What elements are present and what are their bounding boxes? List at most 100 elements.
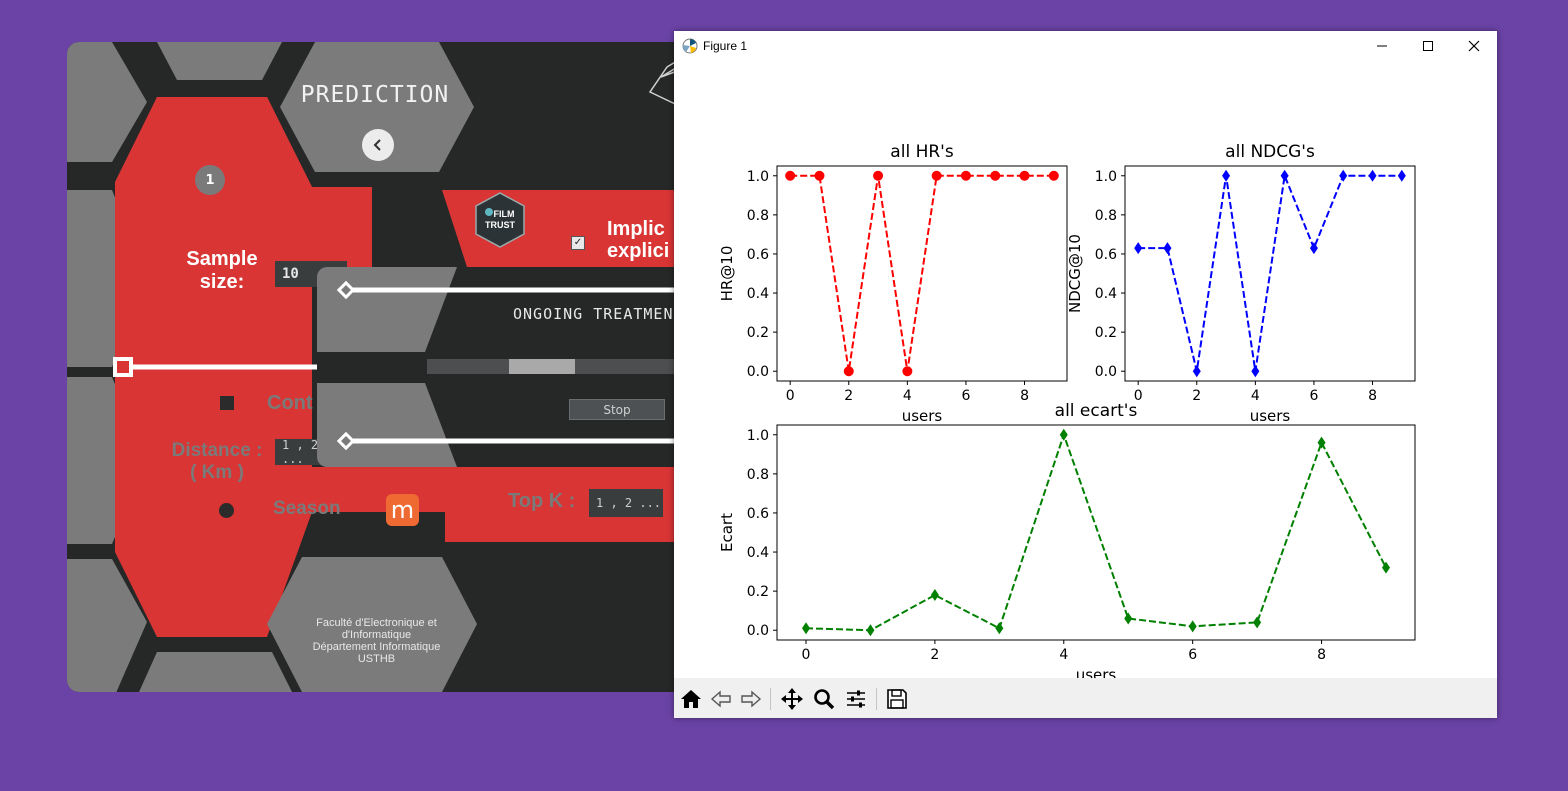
close-button[interactable] bbox=[1451, 31, 1497, 61]
filmtrust-logo: FILM TRUST bbox=[474, 192, 526, 248]
pan-button[interactable] bbox=[777, 685, 807, 713]
data-point bbox=[1048, 170, 1059, 181]
svg-text:TRUST: TRUST bbox=[485, 220, 515, 230]
y-axis-label: NDCG@10 bbox=[1066, 234, 1084, 313]
zoom-icon bbox=[814, 689, 835, 710]
data-point bbox=[814, 170, 825, 181]
season-label: Season bbox=[273, 498, 341, 519]
topk-label: Top K : bbox=[508, 490, 576, 512]
ongoing-treatment-dialog: ONGOING TREATMEN Stop bbox=[317, 267, 707, 467]
data-point bbox=[785, 170, 796, 181]
y-tick-label: 0.4 bbox=[747, 545, 769, 561]
axes-frame bbox=[776, 424, 1416, 641]
chart-title: all NDCG's bbox=[1225, 142, 1315, 162]
forward-tool-button[interactable] bbox=[736, 685, 766, 713]
x-axis-label: users bbox=[1076, 666, 1117, 678]
title-bar[interactable]: Figure 1 bbox=[674, 31, 1497, 61]
data-point bbox=[1192, 365, 1201, 378]
y-tick-label: 1.0 bbox=[747, 169, 769, 185]
chart-3: all ecart's 0 2 4 6 8 0.0 0.2 0.4 0.6 0.8 1.0 users E… bbox=[718, 401, 1416, 678]
data-point bbox=[1134, 242, 1143, 255]
x-tick-label: 8 bbox=[1317, 647, 1326, 663]
data-point bbox=[1124, 612, 1133, 625]
back-button[interactable] bbox=[362, 129, 394, 161]
zoom-button[interactable] bbox=[809, 685, 839, 713]
figure-canvas[interactable]: all HR's 0 2 4 6 8 0.0 0.2 0.4 0.6 0.8 1.0 users HR@1… bbox=[674, 61, 1497, 678]
x-tick-label: 0 bbox=[802, 647, 811, 663]
y-tick-label: 1.0 bbox=[747, 428, 769, 444]
context-checkbox[interactable] bbox=[220, 396, 234, 410]
data-point bbox=[866, 624, 875, 637]
season-m-icon[interactable]: m bbox=[386, 494, 419, 526]
data-point bbox=[873, 170, 884, 181]
series-line bbox=[1138, 172, 1402, 372]
stop-button[interactable]: Stop bbox=[569, 399, 665, 420]
data-point bbox=[1251, 365, 1260, 378]
x-tick-label: 8 bbox=[1368, 388, 1377, 404]
matplotlib-icon bbox=[682, 38, 698, 54]
configure-subplots-button[interactable] bbox=[841, 685, 871, 713]
chart-1: all HR's 0 2 4 6 8 0.0 0.2 0.4 0.6 0.8 1.0 users HR@1… bbox=[718, 142, 1068, 425]
x-tick-label: 6 bbox=[1188, 647, 1197, 663]
y-axis-label: Ecart bbox=[718, 513, 736, 552]
toolbar-separator bbox=[876, 688, 877, 710]
y-tick-label: 0.8 bbox=[747, 467, 769, 483]
forward-arrow-icon bbox=[741, 690, 762, 708]
data-point bbox=[1188, 620, 1197, 633]
minimize-button[interactable] bbox=[1359, 31, 1405, 61]
data-point bbox=[902, 366, 913, 377]
data-point bbox=[1059, 428, 1068, 441]
minimize-icon bbox=[1377, 45, 1387, 47]
chevron-left-icon bbox=[373, 139, 381, 151]
data-point bbox=[1368, 169, 1377, 182]
data-point bbox=[1317, 436, 1326, 449]
save-button[interactable] bbox=[882, 685, 912, 713]
series-line bbox=[805, 431, 1387, 632]
maximize-button[interactable] bbox=[1405, 31, 1451, 61]
window-title: Figure 1 bbox=[703, 39, 748, 53]
season-radio[interactable] bbox=[219, 503, 234, 518]
faculty-credits: Faculté d'Electronique et d'Informatique… bbox=[312, 617, 441, 665]
y-tick-label: 1.0 bbox=[1095, 169, 1117, 185]
x-tick-label: 4 bbox=[903, 388, 912, 404]
y-tick-label: 0.6 bbox=[747, 247, 769, 263]
treatment-title: ONGOING TREATMEN bbox=[513, 305, 674, 323]
axes-frame bbox=[1124, 165, 1416, 382]
x-tick-label: 0 bbox=[786, 388, 795, 404]
x-tick-label: 2 bbox=[1192, 388, 1201, 404]
data-point bbox=[1280, 169, 1289, 182]
y-tick-label: 0.2 bbox=[747, 325, 769, 341]
sample-size-label: Sample size: bbox=[186, 248, 258, 293]
prediction-app: PREDICTION 1 Sample size: 10 FILM TRUST … bbox=[67, 42, 707, 692]
configure-subplots-icon bbox=[847, 690, 865, 708]
chart-title: all ecart's bbox=[1055, 401, 1138, 421]
distance-label: Distance : ( Km ) bbox=[171, 440, 263, 483]
x-tick-label: 6 bbox=[961, 388, 970, 404]
step-badge: 1 bbox=[195, 165, 225, 195]
x-tick-label: 8 bbox=[1020, 388, 1029, 404]
y-tick-label: 0.0 bbox=[747, 623, 769, 639]
topk-input[interactable]: 1 , 2 ... bbox=[589, 489, 663, 517]
data-point bbox=[995, 622, 1004, 635]
y-tick-label: 0.2 bbox=[1095, 325, 1117, 341]
y-axis-label: HR@10 bbox=[718, 246, 736, 302]
y-tick-label: 0.0 bbox=[1095, 364, 1117, 380]
data-point bbox=[960, 170, 971, 181]
x-tick-label: 2 bbox=[930, 647, 939, 663]
toolbar-separator bbox=[770, 688, 771, 710]
pan-icon bbox=[781, 688, 803, 710]
data-point bbox=[802, 622, 810, 635]
home-button[interactable] bbox=[676, 685, 706, 713]
data-point bbox=[1397, 169, 1406, 182]
x-tick-label: 0 bbox=[1134, 388, 1143, 404]
y-tick-label: 0.6 bbox=[1095, 247, 1117, 263]
y-tick-label: 0.4 bbox=[747, 286, 769, 302]
x-axis-label: users bbox=[902, 407, 943, 425]
data-point bbox=[843, 366, 854, 377]
back-tool-button[interactable] bbox=[706, 685, 736, 713]
svg-text:FILM: FILM bbox=[494, 209, 515, 219]
y-tick-label: 0.6 bbox=[747, 506, 769, 522]
y-tick-label: 0.0 bbox=[747, 364, 769, 380]
implicit-checkbox[interactable]: ✓ bbox=[571, 236, 585, 250]
treatment-progress-bar bbox=[427, 359, 707, 374]
